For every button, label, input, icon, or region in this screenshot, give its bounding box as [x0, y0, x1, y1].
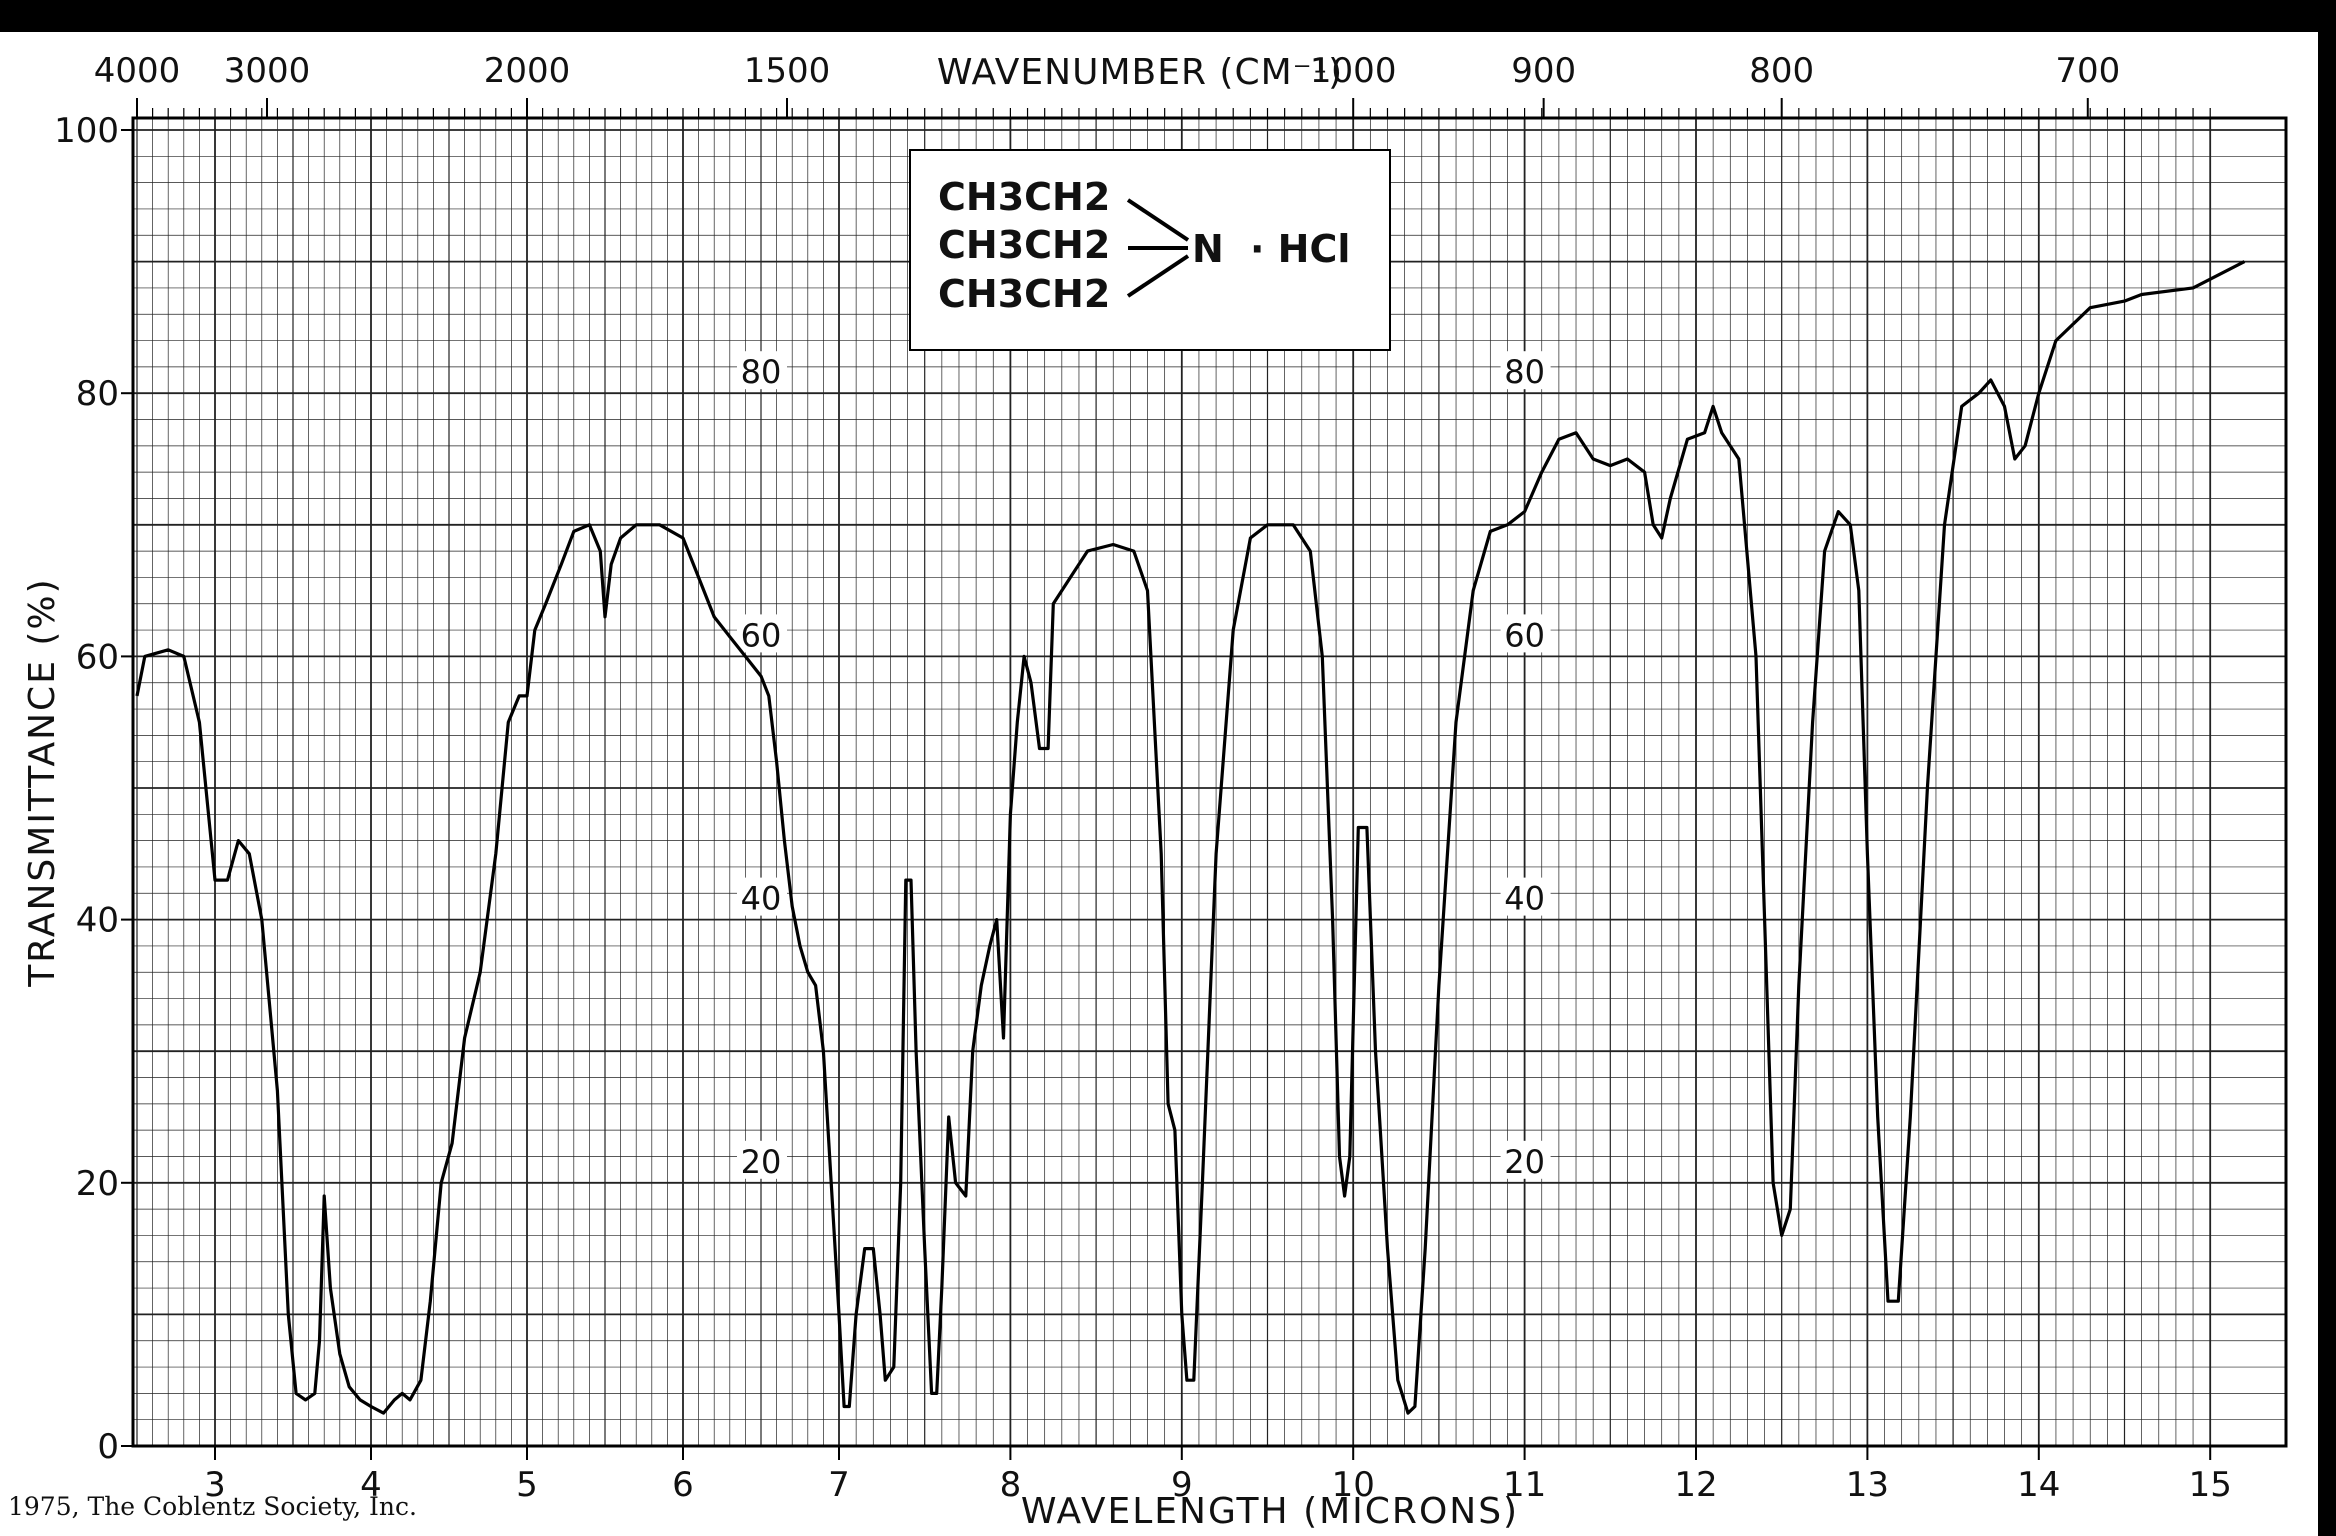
- y-tick-label: 40: [76, 901, 119, 941]
- x-tick-label: 15: [2189, 1465, 2232, 1505]
- x-tick-label: 6: [672, 1465, 694, 1505]
- x-tick-label: 9: [1171, 1465, 1193, 1505]
- inner-label: 40: [741, 880, 782, 918]
- x-tick-label: 12: [1674, 1465, 1717, 1505]
- ethyl-group-2: CH3CH2: [938, 223, 1110, 267]
- copyright-notice: 1975, The Coblentz Society, Inc.: [8, 1492, 417, 1521]
- y-tick-label: 0: [97, 1427, 119, 1467]
- x-tick-label: 13: [1846, 1465, 1889, 1505]
- inner-label-bg: [1500, 877, 1551, 916]
- ethyl-group-1: CH3CH2: [938, 175, 1110, 219]
- top-tick-label: 4000: [94, 51, 181, 91]
- top-tick-label: 800: [1749, 51, 1814, 91]
- bond-3: [1126, 254, 1190, 298]
- inner-label-bg: [1500, 1140, 1551, 1179]
- inner-label: 20: [1504, 1143, 1545, 1181]
- inner-label-bg: [737, 1140, 787, 1179]
- nitrogen-atom: N: [1192, 227, 1224, 271]
- y-axis-label: TRANSMITTANCE (%): [22, 577, 63, 987]
- inner-label: 80: [741, 353, 782, 391]
- y-tick-label: 100: [54, 111, 119, 151]
- grid: [133, 118, 2286, 1447]
- x-tick-label: 14: [2017, 1465, 2060, 1505]
- x-axis-label: WAVELENGTH (MICRONS): [1021, 1491, 1519, 1532]
- inner-label: 20: [741, 1143, 782, 1181]
- x-tick-label: 10: [1332, 1465, 1375, 1505]
- inner-label-bg: [737, 351, 787, 390]
- y-tick-label: 20: [76, 1164, 119, 1204]
- inner-label-bg: [1500, 614, 1551, 653]
- top-tick-label: 1500: [744, 51, 831, 91]
- plot-frame: [131, 116, 2288, 1448]
- y-tick-label: 80: [76, 374, 119, 414]
- y-tick-label: 60: [76, 637, 119, 677]
- structure-formula: CH3CH2 CH3CH2 CH3CH2 N · HCl: [938, 175, 1350, 316]
- top-axis-label: WAVENUMBER (CM⁻¹): [937, 52, 1343, 93]
- top-black-band: [0, 0, 2336, 32]
- x-tick-label: 7: [828, 1465, 850, 1505]
- x-tick-label: 3: [204, 1465, 226, 1505]
- inner-label: 60: [1504, 616, 1545, 654]
- top-tick-label: 700: [2055, 51, 2120, 91]
- inner-label-bg: [737, 614, 787, 653]
- top-tick-label: 1000: [1310, 51, 1397, 91]
- inner-label: 60: [741, 616, 782, 654]
- x-tick-label: 4: [360, 1465, 382, 1505]
- x-tick-label: 5: [516, 1465, 538, 1505]
- axis-tick-labels: 3 4 5 6 7 8 9 10 11 12 13 14 15 0 20 40 60 80 100 4000 3000 2…: [54, 51, 2232, 1505]
- inner-label-bg: [737, 877, 787, 916]
- hcl-salt: · HCl: [1250, 227, 1350, 271]
- ethyl-group-3: CH3CH2: [938, 272, 1110, 316]
- inner-label-bg: [1500, 351, 1551, 390]
- spectrum-line: [135, 260, 2246, 1415]
- top-tick-label: 2000: [484, 51, 571, 91]
- right-black-edge: [2318, 0, 2336, 1536]
- top-tick-label: 3000: [224, 51, 311, 91]
- x-tick-label: 8: [1000, 1465, 1022, 1505]
- x-tick-label: 11: [1503, 1465, 1546, 1505]
- inner-grid-labels: 80 60 40 20 80 60 40 20: [737, 351, 1551, 1181]
- inner-label: 80: [1504, 353, 1545, 391]
- top-tick-label: 900: [1511, 51, 1576, 91]
- bond-1: [1126, 198, 1190, 242]
- axis-ticks: [121, 98, 2212, 1460]
- inner-label: 40: [1504, 880, 1545, 918]
